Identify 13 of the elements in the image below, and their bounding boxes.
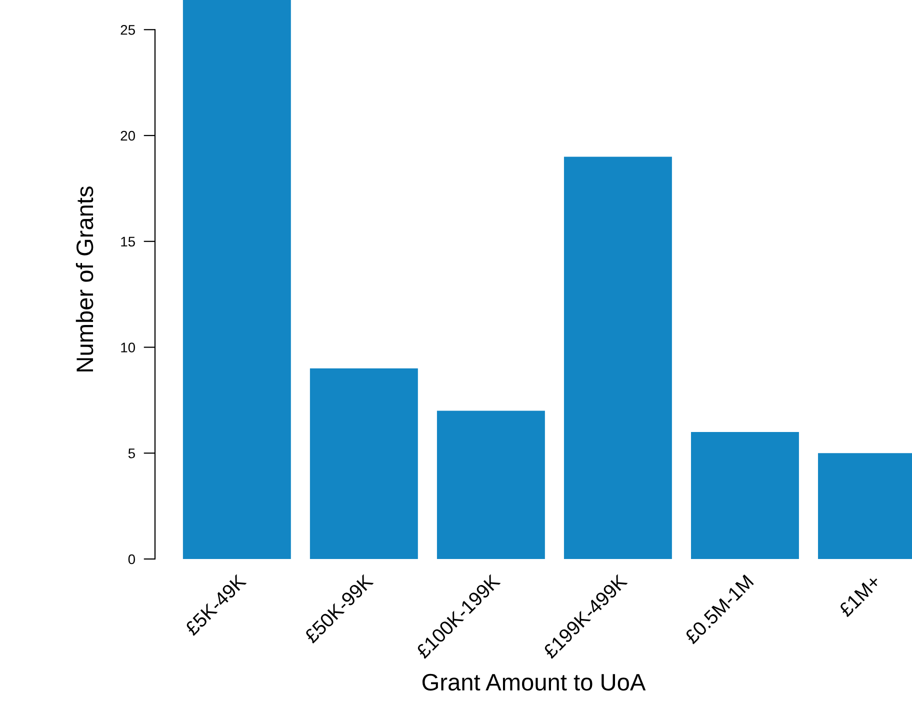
- bar: [436, 410, 545, 559]
- y-tick-label: 10: [121, 342, 136, 352]
- bar: [182, 0, 291, 559]
- y-tick-label: 20: [120, 130, 136, 141]
- y-tick-label: 0: [128, 554, 136, 564]
- bar: [564, 156, 672, 559]
- bar: [690, 432, 799, 559]
- y-tick-label: 15: [121, 236, 135, 247]
- x-axis-title: Grant Amount to UoA: [422, 674, 646, 691]
- y-axis-title: Number of Grants: [76, 186, 94, 372]
- bar: [310, 368, 418, 559]
- y-tick-label: 25: [120, 24, 135, 35]
- y-tick-label: 5: [128, 448, 135, 458]
